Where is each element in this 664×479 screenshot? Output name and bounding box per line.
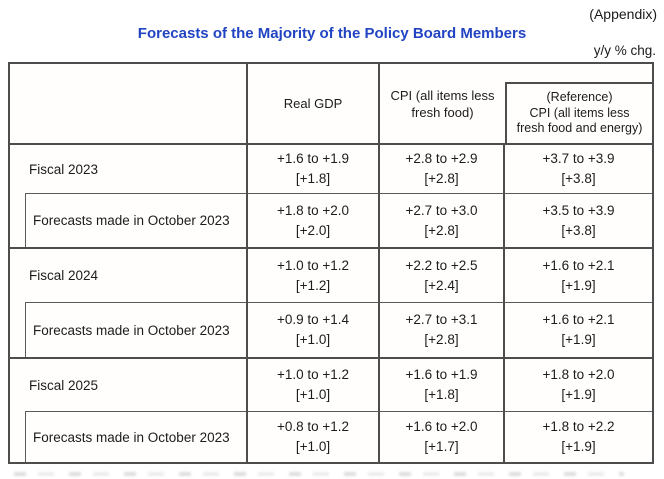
gdp-range: +0.8 to +1.2 — [276, 419, 350, 434]
ref-range: +1.8 to +2.2 — [542, 419, 615, 434]
row-label-cell: Forecasts made in October 2023 — [10, 302, 248, 357]
cell-cpi: +1.6 to +1.9 [+1.8] — [380, 359, 505, 411]
ref-median: [+1.9] — [561, 439, 596, 454]
row-october-2023-forecast: Forecasts made in October 2023 +1.8 to +… — [10, 193, 652, 247]
gdp-median: [+1.8] — [295, 171, 331, 186]
forecast-table: Real GDP CPI (all items less fresh food) … — [8, 62, 654, 464]
table-header-row: Real GDP CPI (all items less fresh food) … — [10, 64, 652, 145]
group-fiscal-2025: Fiscal 2025 +1.0 to +1.2 [+1.0] +1.6 to +… — [10, 357, 652, 462]
gdp-median: [+1.0] — [295, 439, 331, 454]
group-fiscal-2024: Fiscal 2024 +1.0 to +1.2 [+1.2] +2.2 to +… — [10, 247, 652, 357]
gdp-median: [+1.0] — [295, 332, 331, 347]
ref-median: [+1.9] — [561, 277, 596, 293]
cpi-range: +2.2 to +2.5 — [405, 257, 478, 273]
cpi-median: [+1.8] — [424, 387, 459, 402]
gdp-range: +0.9 to +1.4 — [276, 312, 350, 327]
cpi-range: +1.6 to +1.9 — [405, 367, 478, 382]
row-october-2023-forecast: Forecasts made in October 2023 +0.9 to +… — [10, 302, 652, 357]
cell-ref-cpi: +1.8 to +2.0 [+1.9] — [505, 359, 652, 411]
cell-gdp: +1.8 to +2.0 [+2.0] — [248, 193, 380, 247]
october-label: Forecasts made in October 2023 — [33, 322, 230, 338]
ref-median: [+3.8] — [561, 222, 596, 238]
october-label: Forecasts made in October 2023 — [33, 429, 230, 445]
cell-gdp: +0.8 to +1.2 [+1.0] — [248, 411, 380, 462]
row-label-cell: Fiscal 2023 — [10, 145, 248, 193]
october-label: Forecasts made in October 2023 — [33, 213, 230, 228]
cell-cpi: +1.6 to +2.0 [+1.7] — [380, 411, 505, 462]
row-label-cell: Forecasts made in October 2023 — [10, 193, 248, 247]
gdp-range: +1.0 to +1.2 — [276, 257, 350, 273]
row-fiscal-2025: Fiscal 2025 +1.0 to +1.2 [+1.0] +1.6 to +… — [10, 359, 652, 411]
header-cpi-area: CPI (all items less fresh food) (Referenc… — [380, 64, 652, 143]
ref-range: +1.6 to +2.1 — [542, 312, 615, 327]
cell-ref-cpi: +3.7 to +3.9 [+3.8] — [505, 145, 652, 193]
header-cpi-line2: fresh food) — [411, 104, 474, 120]
header-cpi-label: CPI (all items less fresh food) — [390, 87, 494, 121]
ref-range: +3.7 to +3.9 — [542, 151, 615, 166]
ref-range: +3.5 to +3.9 — [542, 202, 615, 218]
header-reference-cpi-box: (Reference) CPI (all items less fresh fo… — [505, 82, 652, 143]
fiscal-year-label: Fiscal 2025 — [29, 377, 99, 393]
header-real-gdp-label: Real GDP — [283, 96, 343, 111]
cpi-range: +2.8 to +2.9 — [405, 151, 478, 166]
unit-label: y/y % chg. — [593, 43, 656, 58]
gdp-range: +1.0 to +1.2 — [276, 367, 350, 382]
cell-cpi: +2.8 to +2.9 [+2.8] — [380, 145, 505, 193]
cpi-median: [+1.7] — [424, 439, 459, 454]
fiscal-year-label: Fiscal 2023 — [29, 161, 99, 177]
row-fiscal-2024: Fiscal 2024 +1.0 to +1.2 [+1.2] +2.2 to +… — [10, 249, 652, 302]
header-real-gdp: Real GDP — [248, 64, 380, 143]
header-cpi: CPI (all items less fresh food) — [380, 64, 505, 143]
fiscal-year-label: Fiscal 2024 — [29, 268, 99, 283]
cpi-median: [+2.8] — [424, 222, 459, 238]
header-cpi-line1: CPI (all items less — [390, 87, 495, 103]
cpi-median: [+2.8] — [424, 332, 459, 347]
cpi-median: [+2.8] — [424, 171, 459, 186]
cell-ref-cpi: +1.6 to +2.1 [+1.9] — [505, 249, 652, 302]
october-label-box: Forecasts made in October 2023 — [25, 193, 246, 247]
row-label-cell: Fiscal 2025 — [10, 359, 248, 411]
gdp-median: [+2.0] — [295, 222, 331, 238]
cpi-median: [+2.4] — [424, 277, 459, 293]
row-fiscal-2023: Fiscal 2023 +1.6 to +1.9 [+1.8] +2.8 to +… — [10, 145, 652, 193]
october-label-box: Forecasts made in October 2023 — [25, 302, 246, 357]
gdp-median: [+1.0] — [295, 387, 331, 402]
group-fiscal-2023: Fiscal 2023 +1.6 to +1.9 [+1.8] +2.8 to +… — [10, 145, 652, 247]
cell-cpi: +2.7 to +3.1 [+2.8] — [380, 302, 505, 357]
cutoff-footnote-artifact — [14, 472, 624, 476]
cell-gdp: +1.0 to +1.2 [+1.0] — [248, 359, 380, 411]
header-ref-line2: CPI (all items less — [529, 105, 630, 120]
cell-gdp: +0.9 to +1.4 [+1.0] — [248, 302, 380, 357]
ref-range: +1.6 to +2.1 — [542, 257, 615, 273]
ref-median: [+3.8] — [561, 171, 596, 186]
gdp-range: +1.6 to +1.9 — [276, 151, 350, 166]
cpi-range: +2.7 to +3.0 — [405, 202, 478, 218]
row-label-cell: Forecasts made in October 2023 — [10, 411, 248, 462]
appendix-label: (Appendix) — [589, 6, 657, 22]
cpi-range: +2.7 to +3.1 — [405, 312, 478, 327]
cell-cpi: +2.7 to +3.0 [+2.8] — [380, 193, 505, 247]
page-title: Forecasts of the Majority of the Policy … — [137, 25, 527, 42]
cell-ref-cpi: +1.8 to +2.2 [+1.9] — [505, 411, 652, 462]
ref-median: [+1.9] — [561, 387, 596, 402]
cell-cpi: +2.2 to +2.5 [+2.4] — [380, 249, 505, 302]
gdp-range: +1.8 to +2.0 — [276, 202, 350, 218]
cell-ref-cpi: +1.6 to +2.1 [+1.9] — [505, 302, 652, 357]
row-label-cell: Fiscal 2024 — [10, 249, 248, 302]
header-ref-line3: fresh food and energy) — [516, 121, 643, 136]
cell-gdp: +1.0 to +1.2 [+1.2] — [248, 249, 380, 302]
header-ref-line1: (Reference) — [546, 90, 613, 105]
ref-median: [+1.9] — [561, 332, 596, 347]
ref-range: +1.8 to +2.0 — [542, 367, 615, 382]
cpi-range: +1.6 to +2.0 — [405, 419, 478, 434]
row-october-2023-forecast: Forecasts made in October 2023 +0.8 to +… — [10, 411, 652, 462]
october-label-box: Forecasts made in October 2023 — [25, 411, 246, 462]
header-empty-cell — [10, 64, 248, 143]
cell-ref-cpi: +3.5 to +3.9 [+3.8] — [505, 193, 652, 247]
gdp-median: [+1.2] — [295, 277, 331, 293]
cell-gdp: +1.6 to +1.9 [+1.8] — [248, 145, 380, 193]
